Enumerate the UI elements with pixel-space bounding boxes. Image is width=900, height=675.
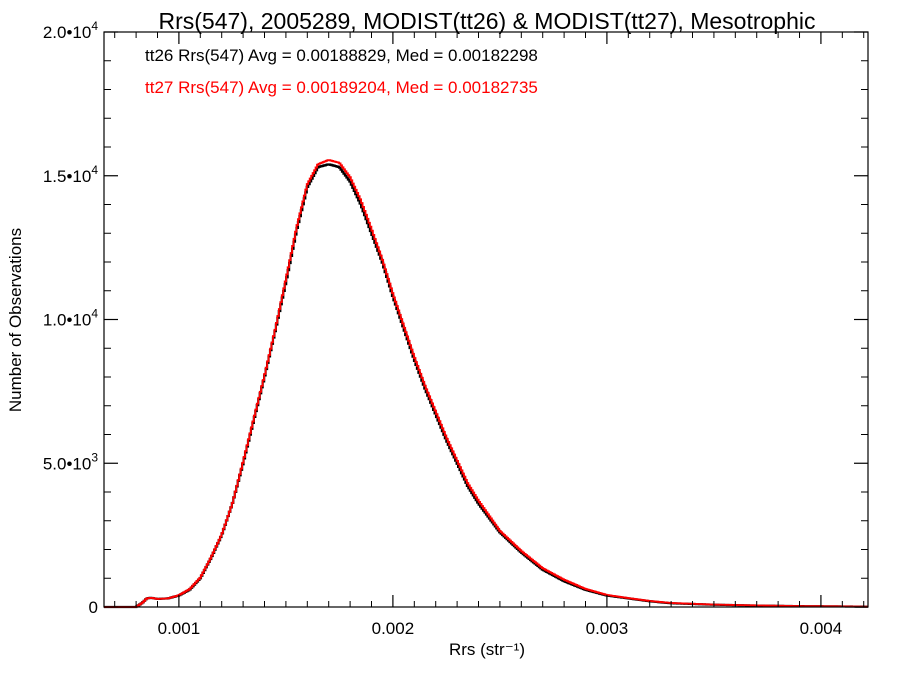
y-tick-label: 2.0•104 xyxy=(43,19,99,42)
chart-title: Rrs(547), 2005289, MODIST(tt26) & MODIST… xyxy=(159,8,816,34)
legend-tt27: tt27 Rrs(547) Avg = 0.00189204, Med = 0.… xyxy=(145,78,538,97)
y-tick-label: 0 xyxy=(89,598,98,617)
x-tick-label: 0.003 xyxy=(586,619,629,638)
y-axis-label: Number of Observations xyxy=(6,228,25,412)
x-tick-label: 0.004 xyxy=(800,619,843,638)
x-axis-label: Rrs (str⁻¹) xyxy=(449,640,525,659)
plot-frame xyxy=(103,31,869,608)
y-tick-label: 1.5•104 xyxy=(43,163,99,186)
series-line-tt27 xyxy=(104,159,868,608)
y-tick-label: 1.0•104 xyxy=(43,307,99,330)
y-tick-label: 5.0•103 xyxy=(43,450,99,473)
axis-ticks: 0.001 0.002 0.003 0.004 0 5.0•103 1.0•104 1.5•1… xyxy=(43,19,868,638)
legend-tt26: tt26 Rrs(547) Avg = 0.00188829, Med = 0.… xyxy=(145,46,538,65)
x-tick-label: 0.002 xyxy=(372,619,415,638)
x-tick-label: 0.001 xyxy=(158,619,201,638)
series-layer xyxy=(104,159,868,609)
